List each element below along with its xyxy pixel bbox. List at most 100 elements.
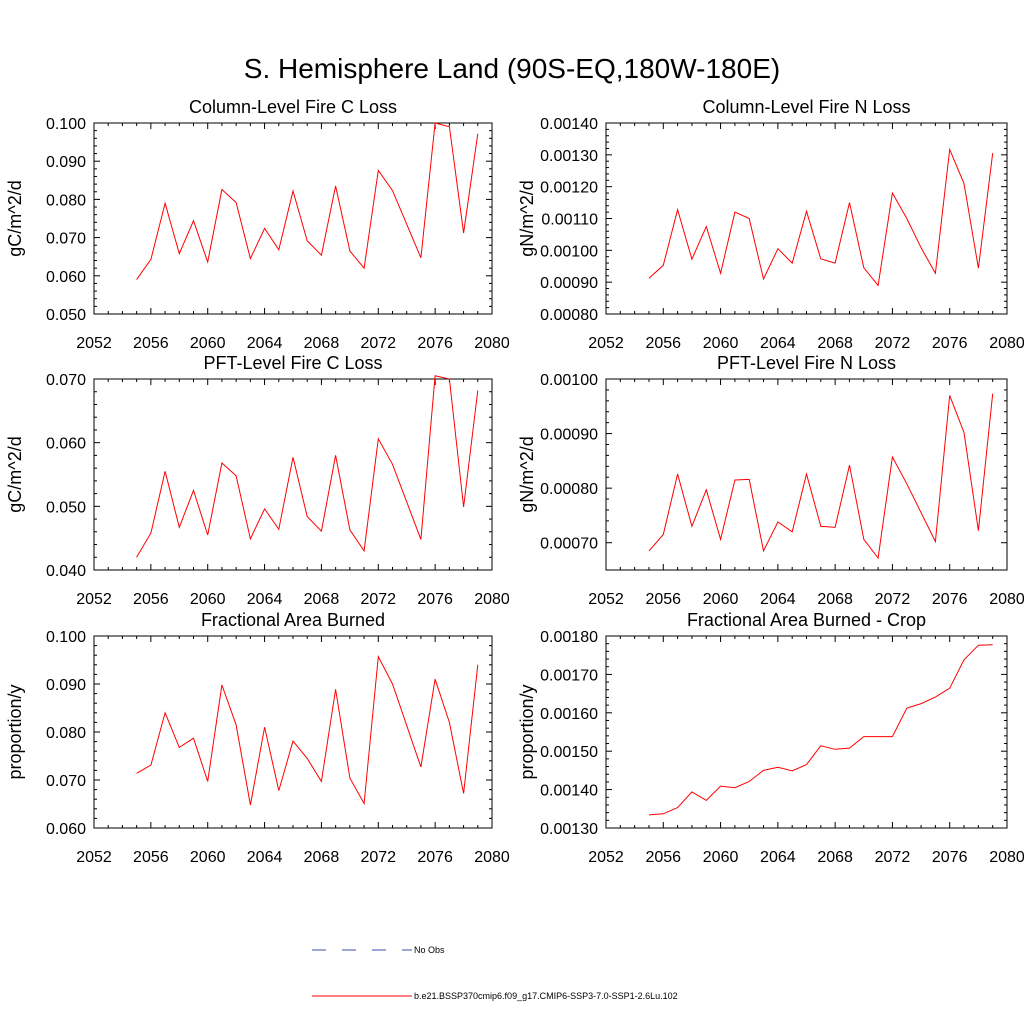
panel-1: Column-Level Fire C Loss gC/m^2/d 2052 2056… [5,97,510,352]
x-tick-label: 2076 [417,335,453,352]
x-tick-label: 2064 [247,591,283,608]
plot-frame [93,635,493,829]
y-axis-label: gN/m^2/d [517,436,537,512]
y-axis-label: proportion/y [517,684,537,779]
x-tick-label: 2076 [417,591,453,608]
y-tick-label: 0.00080 [540,481,598,498]
series-line [648,644,993,816]
y-tick-label: 0.080 [46,192,86,209]
y-axis-label: gC/m^2/d [5,180,25,256]
x-tick-label: 2076 [932,849,968,866]
x-tick-label: 2060 [703,849,739,866]
y-tick-label: 0.050 [46,499,86,516]
y-tick-label: 0.00180 [540,629,598,646]
panel-title: PFT-Level Fire N Loss [717,353,896,373]
y-tick-label: 0.00120 [540,180,598,197]
x-tick-label: 2068 [817,591,853,608]
y-tick-label: 0.00140 [540,783,598,800]
x-tick-label: 2060 [703,335,739,352]
x-tick-label: 2080 [474,849,510,866]
x-tick-label: 2080 [474,335,510,352]
x-tick-label: 2080 [989,849,1024,866]
y-tick-label: 0.00070 [540,536,598,553]
panel-3: PFT-Level Fire C Loss gC/m^2/d 2052 2056 206… [5,353,510,608]
y-tick-label: 0.00090 [540,427,598,444]
y-tick-label: 0.00100 [540,372,598,389]
plot-frame [605,122,1008,315]
y-tick-label: 0.090 [46,677,86,694]
y-tick-label: 0.00150 [540,744,598,761]
y-axis-label: gN/m^2/d [517,180,537,256]
y-tick-label: 0.070 [46,372,86,389]
x-tick-label: 2072 [360,335,396,352]
x-tick-label: 2064 [760,849,796,866]
x-tick-label: 2076 [417,849,453,866]
x-tick-label: 2052 [76,849,112,866]
x-tick-label: 2056 [133,335,169,352]
y-tick-label: 0.050 [46,307,86,324]
y-tick-label: 0.080 [46,725,86,742]
y-tick-label: 0.00130 [540,148,598,165]
y-tick-label: 0.00100 [540,243,598,260]
x-tick-label: 2080 [989,591,1024,608]
series-line [136,122,479,280]
x-tick-label: 2052 [76,591,112,608]
x-tick-label: 2076 [932,335,968,352]
x-tick-label: 2060 [190,335,226,352]
x-tick-label: 2068 [817,335,853,352]
y-axis-label: proportion/y [5,684,25,779]
y-axis-label: gC/m^2/d [5,436,25,512]
x-tick-label: 2072 [360,849,396,866]
legend: No Obs b.e21.BSSP370cmip6.f09_g17.CMIP6-… [312,945,678,1001]
y-tick-label: 0.00130 [540,821,598,838]
x-tick-label: 2056 [133,591,169,608]
y-tick-label: 0.060 [46,436,86,453]
panel-4: PFT-Level Fire N Loss gN/m^2/d 2052 2056 206… [517,353,1024,608]
x-tick-label: 2064 [247,849,283,866]
x-tick-label: 2056 [645,849,681,866]
x-tick-label: 2068 [304,335,340,352]
y-tick-label: 0.070 [46,231,86,248]
panel-title: Fractional Area Burned [201,610,385,630]
y-tick-label: 0.00080 [540,307,598,324]
y-tick-label: 0.060 [46,821,86,838]
panel-6: Fractional Area Burned - Crop proportion/… [517,610,1024,866]
panel-title: Column-Level Fire N Loss [702,97,910,117]
panel-5: Fractional Area Burned proportion/y 2052 20… [5,610,510,866]
y-tick-label: 0.100 [46,629,86,646]
panels: Column-Level Fire C Loss gC/m^2/d 2052 2056… [5,97,1024,866]
x-tick-label: 2080 [474,591,510,608]
x-tick-label: 2056 [645,335,681,352]
x-tick-label: 2060 [703,591,739,608]
x-tick-label: 2060 [190,591,226,608]
legend-obs-label: No Obs [414,945,445,955]
panel-title: PFT-Level Fire C Loss [203,353,382,373]
x-tick-label: 2068 [304,591,340,608]
x-tick-label: 2072 [875,591,911,608]
x-tick-label: 2080 [989,335,1024,352]
x-tick-label: 2072 [875,849,911,866]
x-tick-label: 2068 [304,849,340,866]
x-tick-label: 2052 [588,591,624,608]
x-tick-label: 2072 [875,335,911,352]
x-tick-label: 2076 [932,591,968,608]
y-tick-label: 0.00160 [540,706,598,723]
x-tick-label: 2056 [133,849,169,866]
series-line [136,375,479,558]
series-line [136,654,479,806]
panel-title: Column-Level Fire C Loss [189,97,397,117]
x-tick-label: 2052 [588,849,624,866]
x-tick-label: 2056 [645,591,681,608]
y-tick-label: 0.00140 [540,116,598,133]
y-tick-label: 0.060 [46,269,86,286]
series-line [648,393,994,560]
panel-2: Column-Level Fire N Loss gN/m^2/d 2052 2056… [517,97,1024,352]
y-tick-label: 0.100 [46,116,86,133]
x-tick-label: 2064 [247,335,283,352]
y-tick-label: 0.00110 [541,212,598,229]
y-tick-label: 0.070 [46,773,86,790]
series-line [648,147,994,287]
x-tick-label: 2064 [760,335,796,352]
figure-title: S. Hemisphere Land (90S-EQ,180W-180E) [244,53,780,84]
